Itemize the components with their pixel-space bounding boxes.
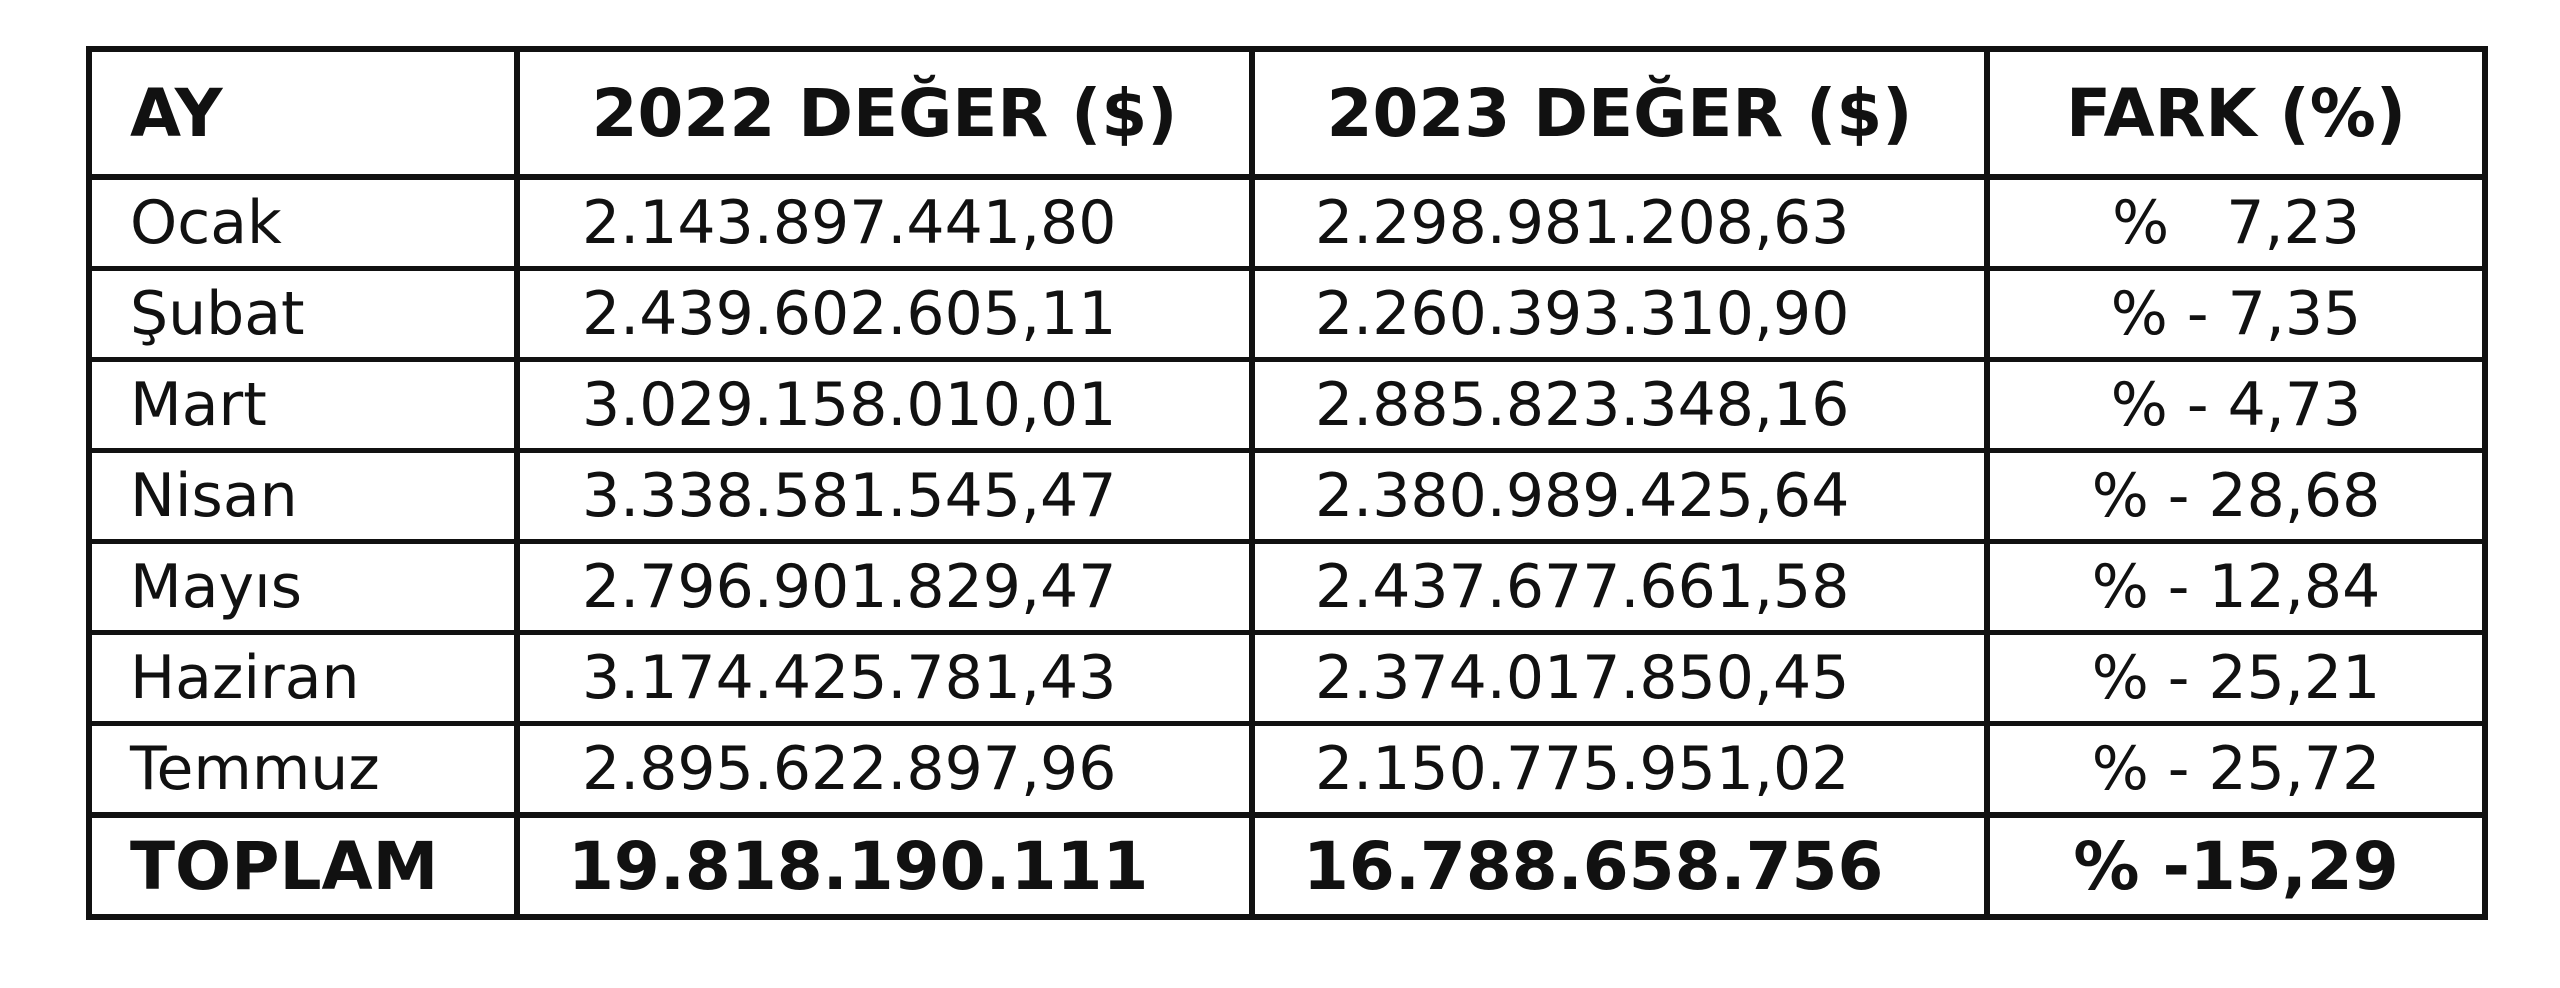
month-cell: Mayıs [86,541,520,635]
header-difference: FARK (%) [1984,49,2488,180]
value-2023-cell: 2.437.677.661,58 [1249,541,1990,635]
table-row: Nisan 3.338.581.545,47 2.380.989.425,64 … [86,450,2488,544]
month-cell: Mart [86,359,520,453]
difference-cell: % - 28,68 [1984,450,2488,544]
export-comparison-table: AY 2022 DEĞER ($) 2023 DEĞER ($) FARK (%… [86,46,2488,920]
difference-cell: % - 25,21 [1984,632,2488,726]
total-difference: % -15,29 [1984,812,2488,917]
difference-cell: % - 25,72 [1984,723,2488,818]
total-2022-value: 19.818.190.111 [514,812,1255,917]
value-2023-cell: 2.374.017.850,45 [1249,632,1990,726]
value-2023-cell: 2.885.823.348,16 [1249,359,1990,453]
month-cell: Ocak [86,177,520,271]
month-cell: Temmuz [86,723,520,818]
header-2023-value: 2023 DEĞER ($) [1249,49,1990,180]
month-cell: Şubat [86,268,520,362]
header-month: AY [86,49,520,180]
table-row: Temmuz 2.895.622.897,96 2.150.775.951,02… [86,723,2488,818]
value-2022-cell: 3.029.158.010,01 [514,359,1255,453]
value-2023-cell: 2.380.989.425,64 [1249,450,1990,544]
month-cell: Nisan [86,450,520,544]
month-cell: Haziran [86,632,520,726]
value-2022-cell: 2.796.901.829,47 [514,541,1255,635]
value-2022-cell: 2.143.897.441,80 [514,177,1255,271]
value-2023-cell: 2.260.393.310,90 [1249,268,1990,362]
table-row: Şubat 2.439.602.605,11 2.260.393.310,90 … [86,268,2488,362]
value-2022-cell: 2.439.602.605,11 [514,268,1255,362]
value-2023-cell: 2.298.981.208,63 [1249,177,1990,271]
value-2022-cell: 3.338.581.545,47 [514,450,1255,544]
difference-cell: % 7,23 [1984,177,2488,271]
total-row: TOPLAM 19.818.190.111 16.788.658.756 % -… [86,812,2488,917]
header-row: AY 2022 DEĞER ($) 2023 DEĞER ($) FARK (%… [86,49,2488,180]
total-2023-value: 16.788.658.756 [1249,812,1990,917]
difference-cell: % - 4,73 [1984,359,2488,453]
header-2022-value: 2022 DEĞER ($) [514,49,1255,180]
difference-cell: % - 7,35 [1984,268,2488,362]
total-label: TOPLAM [86,812,520,917]
table-row: Mayıs 2.796.901.829,47 2.437.677.661,58 … [86,541,2488,635]
value-2022-cell: 2.895.622.897,96 [514,723,1255,818]
table-row: Mart 3.029.158.010,01 2.885.823.348,16 %… [86,359,2488,453]
value-2023-cell: 2.150.775.951,02 [1249,723,1990,818]
difference-cell: % - 12,84 [1984,541,2488,635]
value-2022-cell: 3.174.425.781,43 [514,632,1255,726]
table-row: Haziran 3.174.425.781,43 2.374.017.850,4… [86,632,2488,726]
table-row: Ocak 2.143.897.441,80 2.298.981.208,63 %… [86,177,2488,271]
